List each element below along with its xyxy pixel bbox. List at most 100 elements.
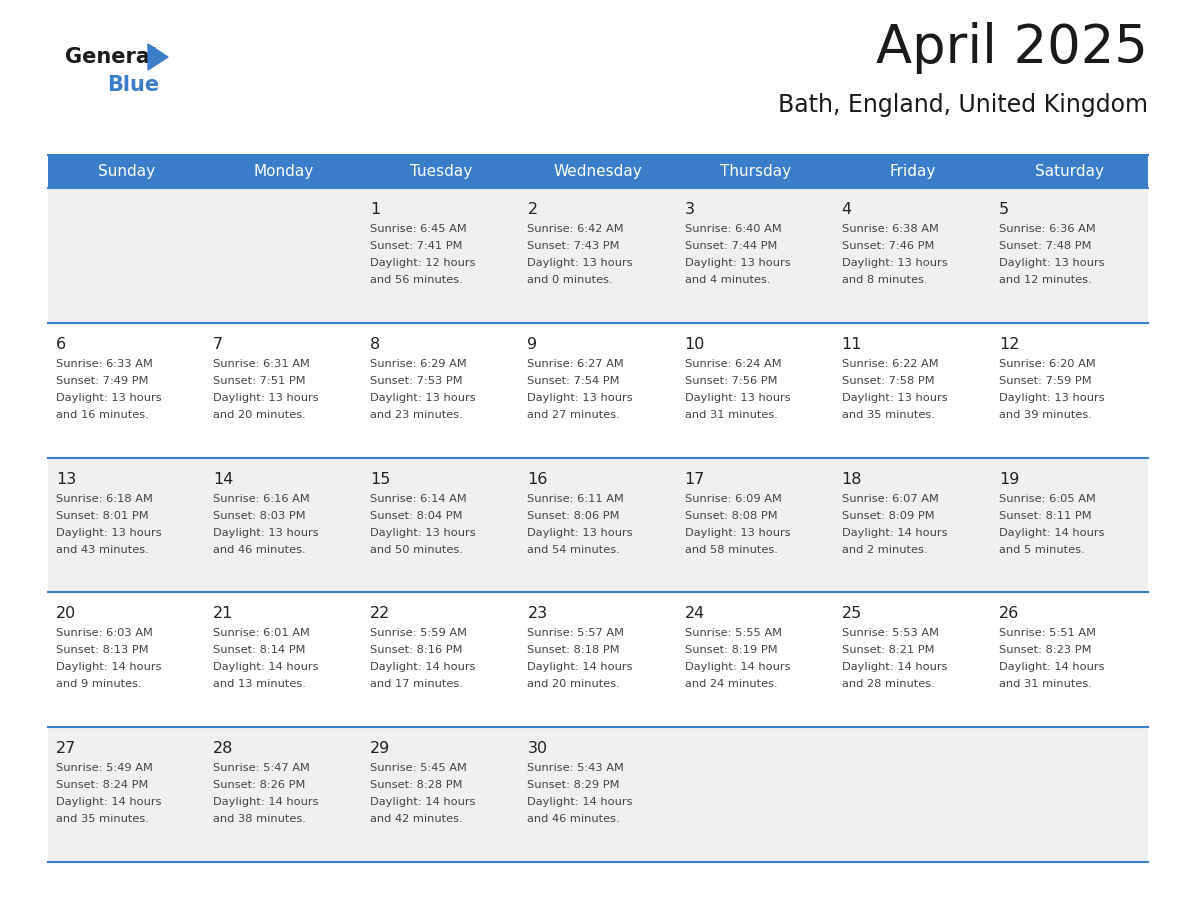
Text: 29: 29 <box>371 741 391 756</box>
Text: Sunset: 8:06 PM: Sunset: 8:06 PM <box>527 510 620 521</box>
Text: Sunset: 8:21 PM: Sunset: 8:21 PM <box>842 645 934 655</box>
Text: and 0 minutes.: and 0 minutes. <box>527 275 613 285</box>
Text: Daylight: 13 hours: Daylight: 13 hours <box>213 393 318 403</box>
Text: Sunset: 8:29 PM: Sunset: 8:29 PM <box>527 780 620 790</box>
Text: Tuesday: Tuesday <box>410 164 472 179</box>
Text: Daylight: 14 hours: Daylight: 14 hours <box>999 663 1105 672</box>
Text: Daylight: 13 hours: Daylight: 13 hours <box>527 393 633 403</box>
Text: 4: 4 <box>842 202 852 217</box>
Text: Sunrise: 5:43 AM: Sunrise: 5:43 AM <box>527 763 625 773</box>
Text: Sunrise: 5:57 AM: Sunrise: 5:57 AM <box>527 629 625 638</box>
Text: 21: 21 <box>213 607 234 621</box>
Text: and 58 minutes.: and 58 minutes. <box>684 544 777 554</box>
Text: Daylight: 14 hours: Daylight: 14 hours <box>527 663 633 672</box>
Text: and 12 minutes.: and 12 minutes. <box>999 275 1092 285</box>
Text: Daylight: 12 hours: Daylight: 12 hours <box>371 258 475 268</box>
Text: Daylight: 13 hours: Daylight: 13 hours <box>527 258 633 268</box>
Text: Sunrise: 5:55 AM: Sunrise: 5:55 AM <box>684 629 782 638</box>
Text: Sunset: 8:19 PM: Sunset: 8:19 PM <box>684 645 777 655</box>
Text: Sunset: 7:56 PM: Sunset: 7:56 PM <box>684 375 777 386</box>
Text: 18: 18 <box>842 472 862 487</box>
Text: Sunrise: 6:16 AM: Sunrise: 6:16 AM <box>213 494 310 504</box>
Text: Sunset: 7:43 PM: Sunset: 7:43 PM <box>527 241 620 251</box>
Text: Daylight: 14 hours: Daylight: 14 hours <box>371 663 475 672</box>
Text: 25: 25 <box>842 607 862 621</box>
Text: Sunset: 7:51 PM: Sunset: 7:51 PM <box>213 375 305 386</box>
Text: Sunset: 7:44 PM: Sunset: 7:44 PM <box>684 241 777 251</box>
Text: and 27 minutes.: and 27 minutes. <box>527 409 620 420</box>
Text: Daylight: 14 hours: Daylight: 14 hours <box>371 797 475 807</box>
Text: 26: 26 <box>999 607 1019 621</box>
Text: Sunrise: 6:24 AM: Sunrise: 6:24 AM <box>684 359 782 369</box>
Text: 1: 1 <box>371 202 380 217</box>
Text: Sunrise: 6:01 AM: Sunrise: 6:01 AM <box>213 629 310 638</box>
Text: 28: 28 <box>213 741 234 756</box>
Text: Sunset: 7:53 PM: Sunset: 7:53 PM <box>371 375 463 386</box>
Text: Daylight: 14 hours: Daylight: 14 hours <box>56 663 162 672</box>
Text: Daylight: 13 hours: Daylight: 13 hours <box>999 258 1105 268</box>
Text: Wednesday: Wednesday <box>554 164 643 179</box>
Text: Daylight: 14 hours: Daylight: 14 hours <box>999 528 1105 538</box>
Text: Sunset: 8:18 PM: Sunset: 8:18 PM <box>527 645 620 655</box>
Text: April 2025: April 2025 <box>876 22 1148 74</box>
Text: Monday: Monday <box>253 164 314 179</box>
Text: Sunrise: 6:42 AM: Sunrise: 6:42 AM <box>527 224 624 234</box>
Text: and 13 minutes.: and 13 minutes. <box>213 679 307 689</box>
Bar <box>48 727 1148 862</box>
Text: and 50 minutes.: and 50 minutes. <box>371 544 463 554</box>
Text: Sunset: 8:28 PM: Sunset: 8:28 PM <box>371 780 463 790</box>
Text: Sunday: Sunday <box>97 164 156 179</box>
Text: Sunrise: 6:27 AM: Sunrise: 6:27 AM <box>527 359 624 369</box>
Text: Sunset: 7:58 PM: Sunset: 7:58 PM <box>842 375 934 386</box>
Text: 13: 13 <box>56 472 76 487</box>
Text: Daylight: 14 hours: Daylight: 14 hours <box>56 797 162 807</box>
Text: 15: 15 <box>371 472 391 487</box>
Text: Daylight: 13 hours: Daylight: 13 hours <box>684 393 790 403</box>
Text: Sunrise: 6:09 AM: Sunrise: 6:09 AM <box>684 494 782 504</box>
Text: Sunset: 8:03 PM: Sunset: 8:03 PM <box>213 510 305 521</box>
Text: Sunrise: 6:05 AM: Sunrise: 6:05 AM <box>999 494 1095 504</box>
Polygon shape <box>148 44 168 70</box>
Text: Sunrise: 6:07 AM: Sunrise: 6:07 AM <box>842 494 939 504</box>
Text: Sunrise: 6:33 AM: Sunrise: 6:33 AM <box>56 359 153 369</box>
Text: and 46 minutes.: and 46 minutes. <box>527 814 620 824</box>
Text: Sunrise: 6:14 AM: Sunrise: 6:14 AM <box>371 494 467 504</box>
Text: Daylight: 13 hours: Daylight: 13 hours <box>371 528 476 538</box>
Text: 5: 5 <box>999 202 1009 217</box>
Text: General: General <box>65 47 157 67</box>
Text: Thursday: Thursday <box>720 164 791 179</box>
Text: and 31 minutes.: and 31 minutes. <box>684 409 777 420</box>
Text: Sunset: 8:08 PM: Sunset: 8:08 PM <box>684 510 777 521</box>
Text: and 28 minutes.: and 28 minutes. <box>842 679 935 689</box>
Text: 12: 12 <box>999 337 1019 352</box>
Bar <box>48 155 1148 188</box>
Text: Sunrise: 6:40 AM: Sunrise: 6:40 AM <box>684 224 782 234</box>
Text: Sunset: 8:26 PM: Sunset: 8:26 PM <box>213 780 305 790</box>
Text: Daylight: 13 hours: Daylight: 13 hours <box>842 393 947 403</box>
Text: and 24 minutes.: and 24 minutes. <box>684 679 777 689</box>
Text: and 38 minutes.: and 38 minutes. <box>213 814 307 824</box>
Bar <box>48 592 1148 727</box>
Text: and 31 minutes.: and 31 minutes. <box>999 679 1092 689</box>
Text: Sunset: 8:11 PM: Sunset: 8:11 PM <box>999 510 1092 521</box>
Text: 14: 14 <box>213 472 234 487</box>
Text: Sunset: 8:09 PM: Sunset: 8:09 PM <box>842 510 934 521</box>
Text: Sunset: 7:46 PM: Sunset: 7:46 PM <box>842 241 934 251</box>
Text: and 2 minutes.: and 2 minutes. <box>842 544 927 554</box>
Text: and 16 minutes.: and 16 minutes. <box>56 409 148 420</box>
Text: Sunrise: 5:51 AM: Sunrise: 5:51 AM <box>999 629 1095 638</box>
Text: Sunrise: 5:59 AM: Sunrise: 5:59 AM <box>371 629 467 638</box>
Text: Sunrise: 6:03 AM: Sunrise: 6:03 AM <box>56 629 153 638</box>
Text: Daylight: 13 hours: Daylight: 13 hours <box>842 258 947 268</box>
Text: 9: 9 <box>527 337 537 352</box>
Text: 8: 8 <box>371 337 380 352</box>
Text: Saturday: Saturday <box>1035 164 1104 179</box>
Text: Blue: Blue <box>107 75 159 95</box>
Text: Daylight: 13 hours: Daylight: 13 hours <box>999 393 1105 403</box>
Text: Daylight: 14 hours: Daylight: 14 hours <box>684 663 790 672</box>
Text: 2: 2 <box>527 202 537 217</box>
Text: and 20 minutes.: and 20 minutes. <box>527 679 620 689</box>
Bar <box>48 188 1148 323</box>
Text: Sunrise: 6:29 AM: Sunrise: 6:29 AM <box>371 359 467 369</box>
Text: 20: 20 <box>56 607 76 621</box>
